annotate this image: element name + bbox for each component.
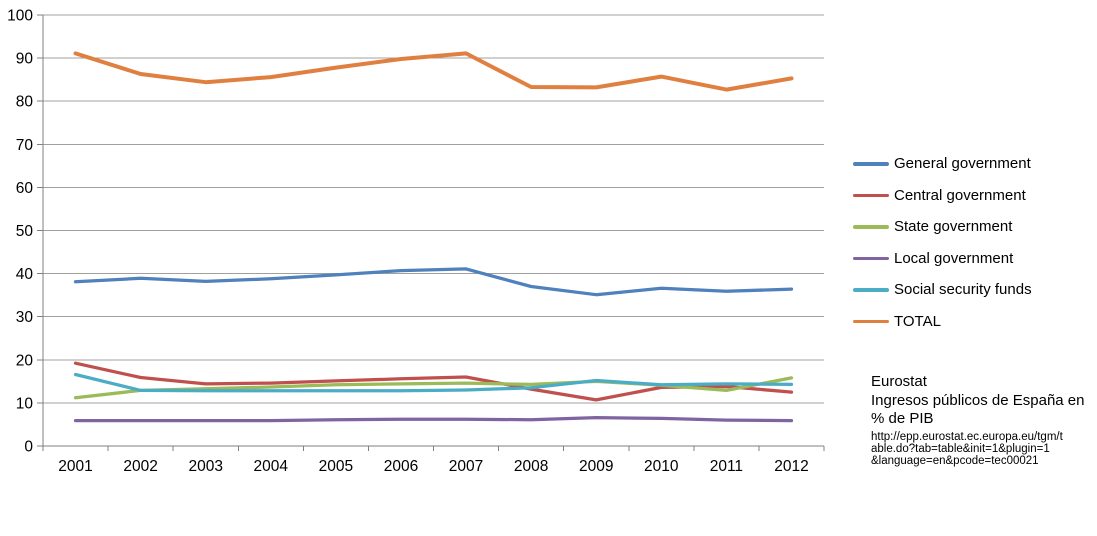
legend-label: TOTAL: [894, 312, 941, 330]
legend-item-total: TOTAL: [853, 306, 1032, 338]
legend-item-general-government: General government: [853, 148, 1032, 180]
y-axis-label: 60: [16, 180, 34, 197]
source-note: Eurostat Ingresos públicos de España en …: [871, 373, 1086, 468]
x-axis-label: 2007: [449, 458, 483, 475]
legend-label: State government: [894, 218, 1013, 236]
legend-item-central-government: Central government: [853, 180, 1032, 212]
source-title-line2: % de PIB: [871, 410, 934, 427]
legend-item-local-government: Local government: [853, 243, 1032, 275]
y-axis-label: 40: [16, 266, 34, 283]
x-axis-label: 2012: [774, 458, 808, 475]
source-url-line: able.do?tab=table&init=1&plugin=1: [871, 442, 1050, 455]
series-total: [73, 51, 794, 92]
legend-swatch: [853, 256, 889, 260]
legend-label: Central government: [894, 186, 1026, 204]
source-org: Eurostat: [871, 373, 927, 390]
y-axis-label: 100: [7, 8, 33, 25]
series-local-government: [73, 415, 794, 423]
source-url-line: &language=en&pcode=tec00021: [871, 455, 1039, 468]
source-url-line: http://epp.eurostat.ec.europa.eu/tgm/t: [871, 430, 1063, 443]
x-axis-label: 2011: [710, 458, 743, 475]
x-axis-label: 2006: [384, 458, 418, 475]
legend-label: General government: [894, 155, 1031, 173]
source-url: http://epp.eurostat.ec.europa.eu/tgm/t a…: [871, 431, 1086, 468]
legend-label: Social security funds: [894, 281, 1032, 299]
y-axis-label: 30: [16, 309, 34, 326]
y-axis-label: 0: [24, 439, 33, 456]
legend-item-state-government: State government: [853, 211, 1032, 243]
x-axis-label: 2005: [319, 458, 353, 475]
y-axis-label: 90: [16, 51, 34, 68]
x-axis-label: 2009: [579, 458, 613, 475]
y-axis-label: 20: [16, 352, 34, 369]
legend-swatch: [853, 193, 889, 197]
legend-swatch: [853, 288, 889, 292]
y-axis-label: 50: [16, 223, 34, 240]
legend-swatch: [853, 319, 889, 323]
x-axis-label: 2004: [254, 458, 289, 475]
x-axis-label: 2002: [123, 458, 157, 475]
x-axis-label: 2001: [58, 458, 92, 475]
source-title-line1: Ingresos públicos de España en: [871, 391, 1085, 409]
y-axis-label: 70: [16, 137, 34, 154]
legend-label: Local government: [894, 249, 1014, 267]
series-central-government: [73, 361, 794, 402]
y-axis-label: 80: [16, 94, 34, 111]
x-axis-label: 2008: [514, 458, 548, 475]
x-axis-label: 2010: [644, 458, 679, 475]
series-general-government: [73, 267, 794, 297]
legend-item-social-security-funds: Social security funds: [853, 274, 1032, 306]
legend-swatch: [853, 225, 889, 229]
y-axis-label: 10: [16, 395, 34, 412]
series-social-security-funds: [73, 372, 794, 393]
legend-swatch: [853, 162, 889, 166]
chart-legend: General government Central government Stat…: [853, 148, 1032, 337]
x-axis-label: 2003: [188, 458, 222, 475]
